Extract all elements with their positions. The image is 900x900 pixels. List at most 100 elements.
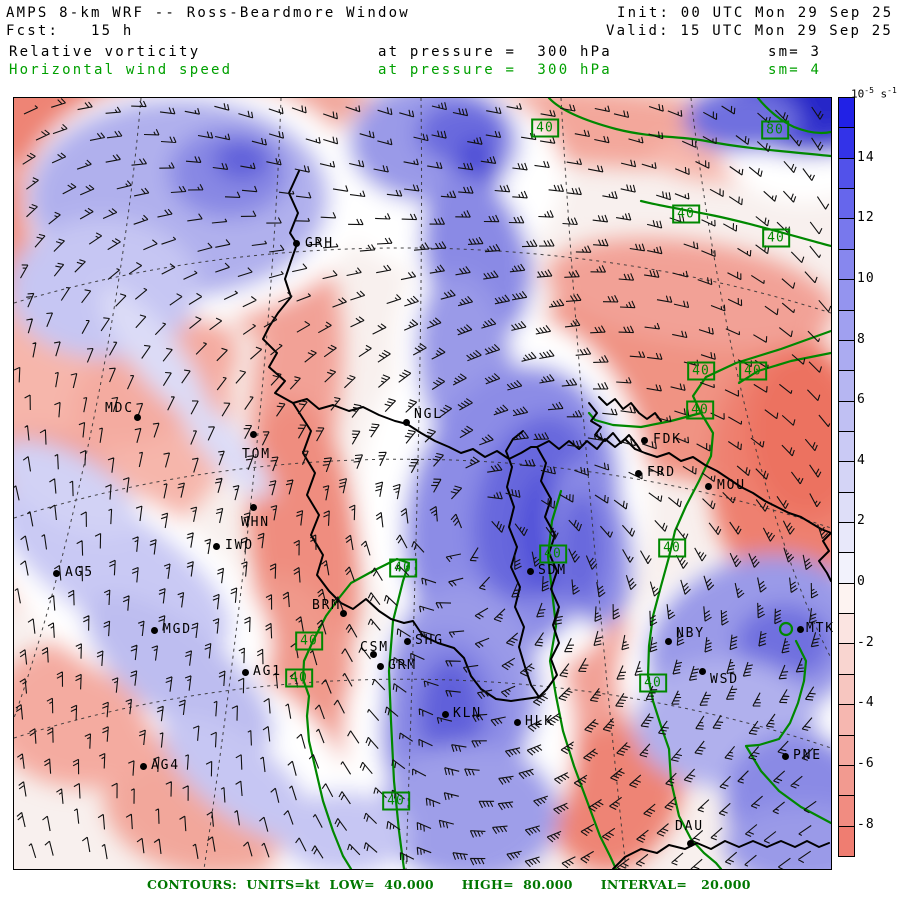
colorbar-tick-label: 8 bbox=[857, 331, 866, 347]
colorbar-segment bbox=[839, 523, 854, 554]
speed-contours bbox=[301, 98, 831, 869]
wind-barbs bbox=[14, 98, 831, 869]
coastline bbox=[262, 170, 831, 869]
colorbar-segment bbox=[839, 735, 854, 766]
station-label: FDK bbox=[653, 432, 682, 447]
colorbar-tick-label: 6 bbox=[857, 392, 866, 408]
station-dot bbox=[403, 419, 410, 426]
colorbar-segment bbox=[839, 280, 854, 311]
station-label: WHN bbox=[241, 515, 270, 530]
station-dot bbox=[527, 568, 534, 575]
station-label: MGD bbox=[163, 622, 192, 637]
station-label: HLK bbox=[525, 714, 554, 729]
colorbar-segment bbox=[839, 98, 854, 129]
contour-label: 40 bbox=[389, 558, 417, 578]
station-dot bbox=[687, 840, 694, 847]
contour-label: 40 bbox=[295, 631, 323, 651]
station-dot bbox=[782, 753, 789, 760]
station-label: IWO bbox=[225, 538, 254, 553]
station-label: MDC bbox=[105, 401, 134, 416]
station-dot bbox=[699, 668, 706, 675]
station-dot bbox=[140, 763, 147, 770]
station-label: PNE bbox=[793, 748, 822, 763]
station-label: KLN bbox=[453, 706, 482, 721]
contour-label: 40 bbox=[382, 791, 410, 811]
valid-time: Valid: 15 UTC Mon 29 Sep 25 bbox=[606, 23, 893, 39]
station-dot bbox=[213, 543, 220, 550]
field-smoothing: sm= 3 bbox=[768, 44, 822, 60]
colorbar-segment bbox=[839, 644, 854, 675]
station-label: SHG bbox=[415, 633, 444, 648]
colorbar-tick-label: -6 bbox=[857, 756, 875, 772]
map-graphics bbox=[14, 98, 831, 869]
field-name: Relative vorticity bbox=[9, 44, 201, 60]
colorbar-segment bbox=[839, 492, 854, 524]
field-level: at pressure = 300 hPa bbox=[378, 62, 612, 78]
station-label: GRM bbox=[388, 658, 417, 673]
station-dot bbox=[404, 638, 411, 645]
colorbar-segment bbox=[839, 583, 854, 615]
colorbar-segment bbox=[839, 340, 854, 372]
station-label: NBY bbox=[676, 626, 705, 641]
colorbar bbox=[838, 97, 855, 857]
station-label: NGL bbox=[414, 407, 443, 422]
contour-label: 40 bbox=[658, 538, 686, 558]
colorbar-unit-label: 10-5 s-1 bbox=[851, 86, 897, 101]
station-label: MTK bbox=[806, 621, 835, 636]
station-dot bbox=[293, 240, 300, 247]
contour-label: 40 bbox=[539, 544, 567, 564]
station-dot bbox=[797, 626, 804, 633]
station-label: FRD bbox=[647, 465, 676, 480]
colorbar-segment bbox=[839, 128, 854, 159]
contour-label: 40 bbox=[762, 228, 790, 248]
colorbar-segment bbox=[839, 705, 854, 736]
station-dot bbox=[665, 638, 672, 645]
contour-label: 40 bbox=[739, 361, 767, 381]
colorbar-segment bbox=[839, 219, 854, 250]
contour-label: 40 bbox=[686, 400, 714, 420]
colorbar-tick-label: -8 bbox=[857, 816, 875, 832]
footer-contours: CONTOURS: UNITS=kt LOW= 40.000 HIGH= 80.… bbox=[147, 877, 751, 892]
station-dot bbox=[442, 711, 449, 718]
station-dot bbox=[635, 470, 642, 477]
forecast-hour: Fcst: 15 h bbox=[6, 23, 134, 39]
field-name: Horizontal wind speed bbox=[9, 62, 233, 78]
station-label: GRH bbox=[305, 236, 334, 251]
colorbar-segment bbox=[839, 401, 854, 432]
colorbar-tick-label: 10 bbox=[857, 270, 875, 286]
contour-label: 40 bbox=[531, 118, 559, 138]
station-label: CSM bbox=[360, 640, 389, 655]
station-dot bbox=[377, 663, 384, 670]
station-dot bbox=[242, 669, 249, 676]
map-canvas bbox=[13, 97, 832, 870]
station-label: AG5 bbox=[65, 565, 94, 580]
colorbar-segment bbox=[839, 189, 854, 220]
colorbar-tick-label: -2 bbox=[857, 634, 875, 650]
contour-label: 80 bbox=[761, 120, 789, 140]
station-dot bbox=[134, 414, 141, 421]
station-label: DAU bbox=[675, 819, 704, 834]
colorbar-segment bbox=[839, 614, 854, 645]
station-dot bbox=[370, 651, 377, 658]
station-dot bbox=[250, 504, 257, 511]
colorbar-tick-label: 0 bbox=[857, 574, 866, 590]
colorbar-tick-label: 12 bbox=[857, 210, 875, 226]
colorbar-tick-label: 14 bbox=[857, 149, 875, 165]
station-dot bbox=[514, 719, 521, 726]
colorbar-segment bbox=[839, 826, 854, 856]
station-dot bbox=[151, 627, 158, 634]
colorbar-segment bbox=[839, 553, 854, 584]
station-label: BRM bbox=[312, 598, 341, 613]
colorbar-segment bbox=[839, 371, 854, 402]
station-dot bbox=[250, 431, 257, 438]
contour-label: 40 bbox=[672, 204, 700, 224]
colorbar-segment bbox=[839, 431, 854, 463]
station-dot bbox=[641, 437, 648, 444]
colorbar-segment bbox=[839, 796, 854, 827]
contour-label: 40 bbox=[639, 673, 667, 693]
station-dot bbox=[340, 610, 347, 617]
station-label: WSD bbox=[710, 672, 739, 687]
colorbar-segment bbox=[839, 462, 854, 493]
station-label: SDM bbox=[538, 563, 567, 578]
field-level: at pressure = 300 hPa bbox=[378, 44, 612, 60]
